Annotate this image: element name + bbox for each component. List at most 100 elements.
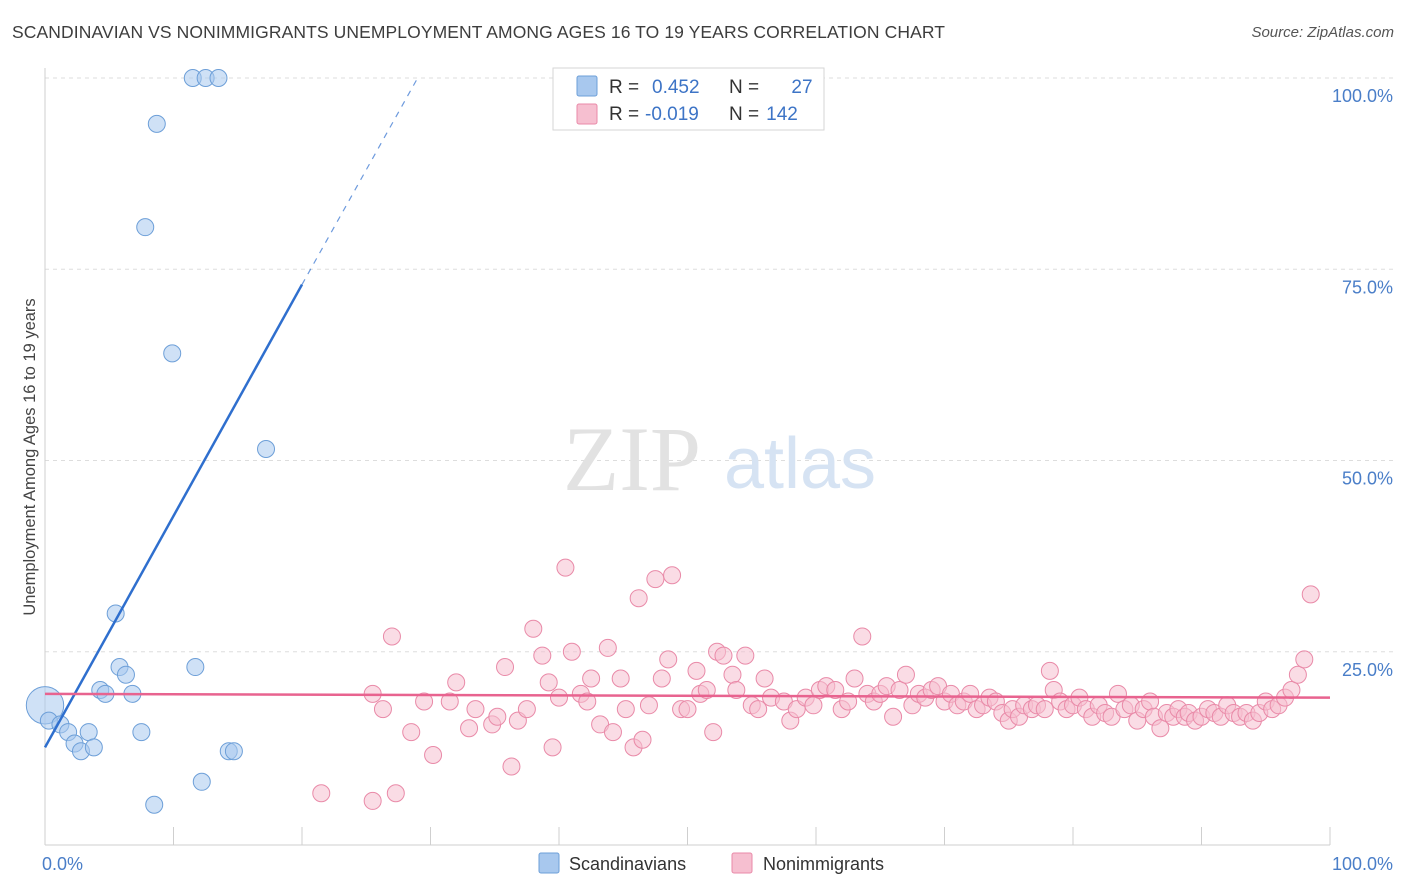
nonimmigrants-points [312, 558, 1320, 810]
nonimmigrants-point [312, 784, 331, 803]
nonimmigrants-point [488, 707, 507, 726]
scandinavians-point [136, 218, 155, 237]
nonimmigrants-point [603, 723, 622, 742]
nonimmigrants-point [550, 688, 568, 707]
stats-r-value-scandinavians: 0.452 [652, 77, 700, 98]
scandinavians-trend-line [43, 283, 304, 748]
nonimmigrants-point [382, 627, 401, 646]
x-tick-label: 0.0% [42, 854, 83, 874]
nonimmigrants-point [415, 692, 434, 711]
nonimmigrants-point [652, 669, 671, 688]
nonimmigrants-point [1035, 700, 1054, 719]
nonimmigrants-point [424, 746, 443, 765]
source-label: Source: ZipAtlas.com [1251, 24, 1394, 41]
chart-title: SCANDINAVIAN VS NONIMMIGRANTS UNEMPLOYME… [12, 22, 946, 42]
nonimmigrants-point [460, 719, 479, 738]
scandinavians-points [25, 69, 276, 814]
nonimmigrants-point [961, 684, 980, 703]
nonimmigrants-point [663, 566, 682, 585]
nonimmigrants-point [646, 570, 665, 589]
trend-lines [43, 77, 1331, 748]
scandinavians-point [84, 738, 103, 757]
y-tick-label: 75.0% [1342, 277, 1393, 297]
nonimmigrants-point [896, 665, 915, 684]
nonimmigrants-point [517, 700, 536, 719]
nonimmigrants-point [639, 696, 658, 715]
legend-label-scandinavians: Scandinavians [569, 854, 686, 874]
nonimmigrants-point [556, 558, 575, 577]
watermark-zip: ZIP [563, 408, 701, 510]
stats-swatch-scandinavians [576, 75, 598, 97]
legend: Scandinavians Nonimmigrants [538, 852, 884, 874]
nonimmigrants-point [853, 627, 872, 646]
nonimmigrants-point [533, 646, 552, 665]
x-tick-label: 100.0% [1332, 854, 1393, 874]
scandinavians-point [257, 440, 276, 459]
nonimmigrants-point [884, 707, 903, 726]
tick-labels: 25.0% 50.0% 75.0% 100.0% 0.0% 100.0% [42, 86, 1393, 874]
nonimmigrants-point [704, 723, 723, 742]
nonimmigrants-point [1040, 661, 1059, 680]
nonimmigrants-point [749, 700, 768, 719]
y-tick-label: 25.0% [1342, 660, 1393, 680]
stats-n-label-2: N = [729, 104, 759, 125]
stats-n-value-nonimmigrants: 142 [766, 104, 798, 125]
scandinavians-point [132, 723, 151, 742]
nonimmigrants-trend-line [44, 692, 1331, 699]
nonimmigrants-point [447, 673, 466, 692]
nonimmigrants-point [678, 700, 697, 719]
legend-label-nonimmigrants: Nonimmigrants [763, 854, 884, 874]
nonimmigrants-point [1295, 650, 1314, 669]
nonimmigrants-point [736, 646, 755, 665]
nonimmigrants-point [826, 681, 845, 699]
scandinavians-point [116, 665, 135, 684]
nonimmigrants-point [373, 700, 392, 719]
nonimmigrants-point [845, 669, 864, 688]
stats-swatch-nonimmigrants [576, 103, 598, 125]
y-axis-label: Unemployment Among Ages 16 to 19 years [21, 298, 39, 615]
nonimmigrants-point [543, 738, 562, 757]
legend-swatch-nonimmigrants [731, 852, 753, 874]
nonimmigrants-point [363, 791, 382, 810]
nonimmigrants-point [723, 665, 742, 684]
stats-n-label-1: N = [729, 77, 759, 98]
stats-box: R = 0.452 N = 27 R = -0.019 N = 142 [552, 67, 825, 131]
scandinavians-trend-extension [301, 77, 419, 285]
stats-r-value-nonimmigrants: -0.019 [645, 104, 699, 125]
scandinavians-point [192, 772, 211, 791]
stats-r-label-1: R = [609, 77, 639, 98]
nonimmigrants-point [1141, 692, 1160, 711]
nonimmigrants-point [496, 658, 515, 677]
nonimmigrants-point [633, 730, 652, 749]
nonimmigrants-point [562, 642, 581, 661]
scandinavians-point [224, 742, 243, 761]
nonimmigrants-point [616, 700, 635, 719]
nonimmigrants-point [727, 681, 746, 699]
scandinavians-point [163, 344, 182, 363]
nonimmigrants-point [524, 619, 543, 638]
nonimmigrants-point [1151, 719, 1170, 738]
y-tick-label: 50.0% [1342, 469, 1393, 489]
nonimmigrants-point [466, 700, 485, 719]
y-tick-label: 100.0% [1332, 86, 1393, 106]
nonimmigrants-point [697, 681, 716, 699]
nonimmigrants-point [402, 723, 421, 742]
nonimmigrants-point [687, 661, 706, 680]
scandinavians-point [209, 69, 228, 87]
nonimmigrants-point [582, 669, 601, 688]
legend-swatch-scandinavians [538, 852, 560, 874]
stats-n-value-scandinavians: 27 [791, 77, 812, 98]
nonimmigrants-point [611, 669, 630, 688]
nonimmigrants-point [890, 681, 909, 699]
nonimmigrants-point [539, 673, 558, 692]
scandinavians-point [147, 114, 166, 133]
nonimmigrants-point [755, 669, 774, 688]
nonimmigrants-point [1301, 585, 1320, 604]
gridlines [45, 77, 1394, 653]
nonimmigrants-point [804, 696, 823, 715]
watermark-atlas: atlas [724, 424, 876, 504]
nonimmigrants-point [440, 692, 459, 711]
nonimmigrants-point [629, 589, 648, 608]
nonimmigrants-point [1288, 665, 1307, 684]
